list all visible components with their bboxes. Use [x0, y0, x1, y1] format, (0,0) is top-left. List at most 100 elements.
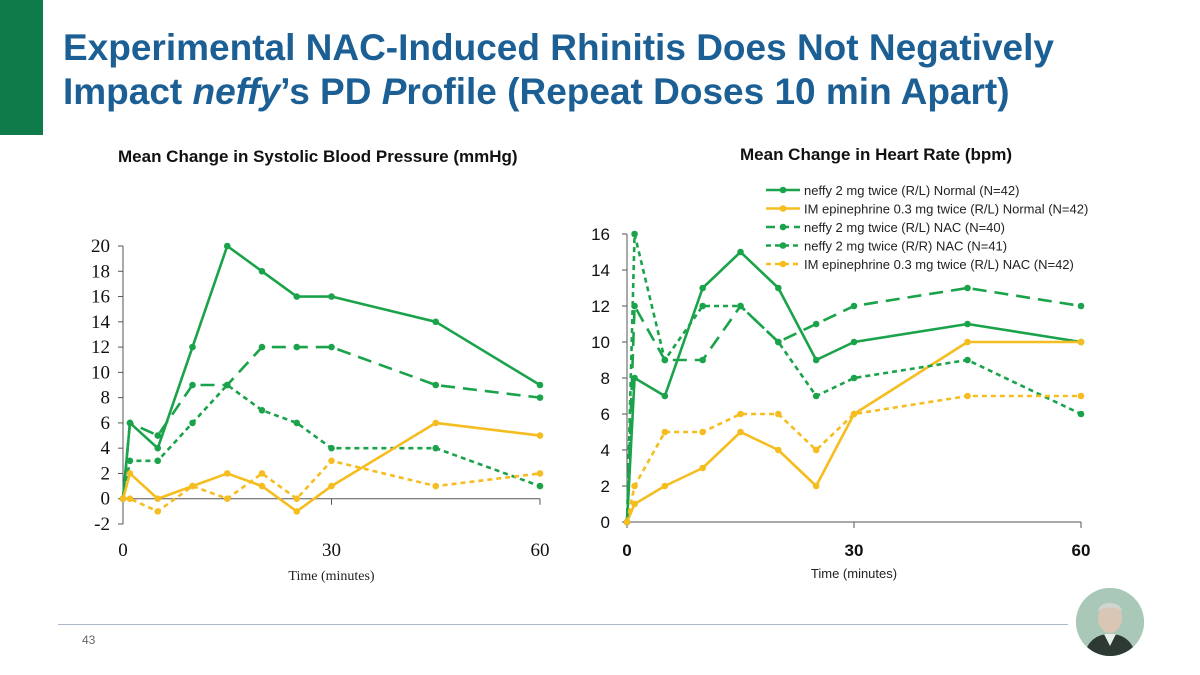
data-point: [737, 410, 744, 418]
data-point: [126, 495, 134, 503]
data-point: [154, 457, 162, 465]
data-point: [699, 464, 706, 472]
data-point: [631, 482, 638, 490]
series-line-4: [625, 394, 1081, 523]
data-point: [1077, 392, 1085, 400]
page-number: 43: [82, 633, 96, 647]
x-axis-label: Time (minutes): [288, 569, 375, 584]
data-point: [964, 320, 971, 328]
data-point: [293, 419, 301, 427]
data-point: [432, 381, 440, 389]
data-point: [293, 495, 301, 503]
y-tick-label: 16: [591, 225, 610, 244]
sbp-chart-title: Mean Change in Systolic Blood Pressure (…: [118, 147, 518, 166]
data-point: [258, 406, 266, 414]
data-point: [812, 392, 820, 400]
y-tick-label: 0: [601, 513, 610, 532]
data-point: [661, 482, 669, 490]
legend-label: IM epinephrine 0.3 mg twice (R/L) NAC (N…: [804, 257, 1074, 272]
data-point: [328, 444, 335, 452]
x-tick-label: 30: [322, 540, 341, 561]
data-point: [661, 392, 669, 400]
data-point: [775, 284, 782, 292]
slide-title: Experimental NAC-Induced Rhinitis Does N…: [63, 27, 1054, 112]
legend-marker: [779, 186, 787, 194]
y-tick-label: 6: [601, 405, 610, 424]
data-point: [189, 343, 196, 351]
data-point: [737, 302, 744, 310]
x-tick-label: 60: [531, 540, 550, 561]
data-point: [1077, 302, 1085, 310]
data-point: [189, 381, 196, 389]
y-tick-label: 4: [101, 438, 111, 459]
series-line-3: [625, 232, 1082, 523]
presenter-avatar: [1076, 588, 1144, 656]
legend-marker: [779, 223, 787, 231]
data-point: [699, 356, 706, 364]
x-tick-label: 30: [845, 541, 864, 560]
data-point: [536, 381, 544, 389]
y-tick-label: 2: [601, 477, 610, 496]
footer-divider: [58, 624, 1068, 625]
data-point: [223, 381, 231, 389]
data-point: [154, 508, 162, 515]
data-point: [623, 518, 631, 526]
data-point: [536, 482, 544, 490]
data-point: [119, 495, 127, 503]
data-point: [850, 410, 858, 418]
data-point: [850, 374, 858, 382]
chart-0: -2 0 2 4 6 8 10 12 14 16 18 20 0 30 60 Time (minutes): [91, 236, 550, 584]
data-point: [154, 444, 162, 452]
data-point: [536, 432, 544, 439]
data-point: [223, 242, 231, 250]
data-point: [432, 482, 440, 490]
data-point: [1077, 410, 1085, 418]
legend-label: neffy 2 mg twice (R/R) NAC (N=41): [804, 239, 1007, 254]
data-point: [189, 482, 196, 490]
data-point: [154, 495, 162, 503]
data-point: [850, 302, 858, 310]
data-point: [536, 394, 544, 401]
data-point: [258, 267, 266, 275]
data-point: [850, 338, 858, 346]
data-point: [737, 428, 744, 436]
data-point: [223, 470, 231, 477]
y-tick-label: 18: [91, 261, 110, 282]
data-point: [328, 293, 335, 300]
legend-marker: [779, 260, 787, 268]
data-point: [812, 356, 820, 364]
data-point: [293, 508, 301, 515]
x-tick-label: 0: [118, 540, 128, 561]
legend-label: neffy 2 mg twice (R/L) NAC (N=40): [804, 220, 1005, 235]
data-point: [223, 495, 231, 503]
data-point: [699, 302, 706, 310]
y-tick-label: 12: [91, 337, 110, 358]
data-point: [964, 356, 971, 364]
data-point: [189, 419, 196, 427]
data-point: [328, 482, 335, 490]
data-point: [812, 482, 820, 490]
data-point: [432, 318, 440, 326]
series-line-3: [121, 421, 541, 513]
data-point: [661, 356, 669, 364]
data-point: [699, 284, 706, 292]
data-point: [775, 410, 782, 418]
y-tick-label: 12: [591, 297, 610, 316]
series-line-1: [121, 345, 541, 499]
data-point: [536, 470, 544, 477]
y-tick-label: 8: [101, 388, 111, 409]
y-tick-label: -2: [94, 514, 110, 535]
y-tick-label: 14: [91, 312, 111, 333]
data-point: [964, 338, 971, 346]
data-point: [258, 470, 266, 477]
data-point: [631, 500, 638, 508]
x-tick-label: 0: [622, 541, 631, 560]
y-tick-label: 14: [591, 261, 610, 280]
data-point: [126, 419, 134, 427]
data-point: [699, 428, 706, 436]
data-point: [1077, 338, 1085, 346]
y-tick-label: 0: [101, 489, 111, 510]
series-line-0: [625, 250, 1082, 523]
y-tick-label: 10: [591, 333, 610, 352]
